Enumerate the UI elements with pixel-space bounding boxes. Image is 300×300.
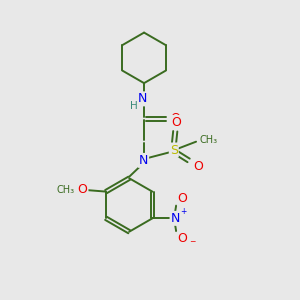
Text: CH₃: CH₃: [200, 135, 218, 145]
Text: O: O: [178, 232, 188, 245]
Text: H: H: [130, 101, 137, 111]
Text: N: N: [138, 92, 147, 105]
Text: CH₃: CH₃: [56, 184, 74, 194]
Text: N: N: [139, 154, 148, 167]
Text: O: O: [178, 192, 188, 205]
Text: −: −: [189, 237, 195, 246]
Text: O: O: [193, 160, 203, 173]
Text: S: S: [170, 143, 178, 157]
Text: O: O: [171, 116, 181, 129]
Text: O: O: [78, 183, 88, 196]
Text: N: N: [171, 212, 180, 225]
Text: +: +: [180, 207, 186, 216]
Text: O: O: [170, 112, 180, 125]
